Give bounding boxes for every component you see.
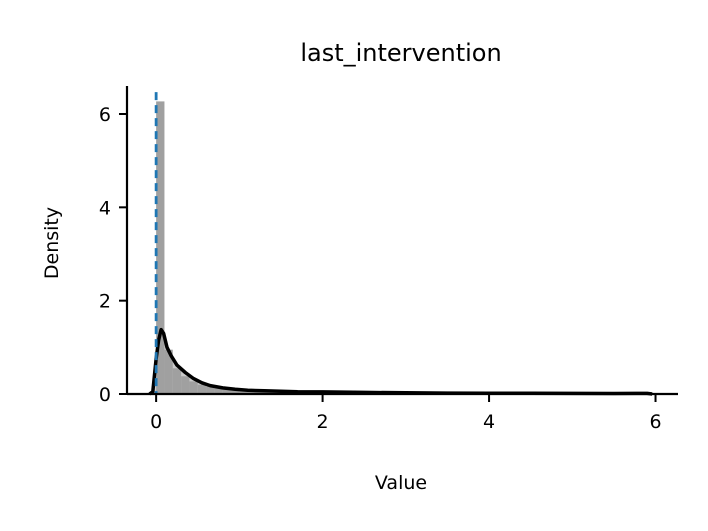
x-axis-label: Value [375, 472, 427, 494]
axes [125, 86, 678, 396]
kde-line [148, 327, 653, 396]
histogram-bars [156, 101, 652, 395]
y-tick-label: 0 [99, 384, 111, 406]
x-tick-label: 4 [483, 411, 495, 433]
y-tick-label: 4 [99, 197, 111, 219]
y-ticks: 0 2 4 6 [99, 104, 127, 406]
y-axis-label: Density [41, 207, 63, 279]
x-tick-label: 6 [649, 411, 661, 433]
histogram-bar [156, 101, 165, 395]
y-tick-label: 2 [99, 291, 111, 313]
x-tick-label: 2 [317, 411, 329, 433]
chart-title: last_intervention [300, 39, 501, 67]
kde-curve-group [148, 327, 653, 396]
x-tick-label: 0 [150, 411, 162, 433]
x-ticks: 0 2 4 6 [150, 394, 662, 433]
y-tick-label: 6 [99, 104, 111, 126]
kde-fill [149, 329, 653, 394]
